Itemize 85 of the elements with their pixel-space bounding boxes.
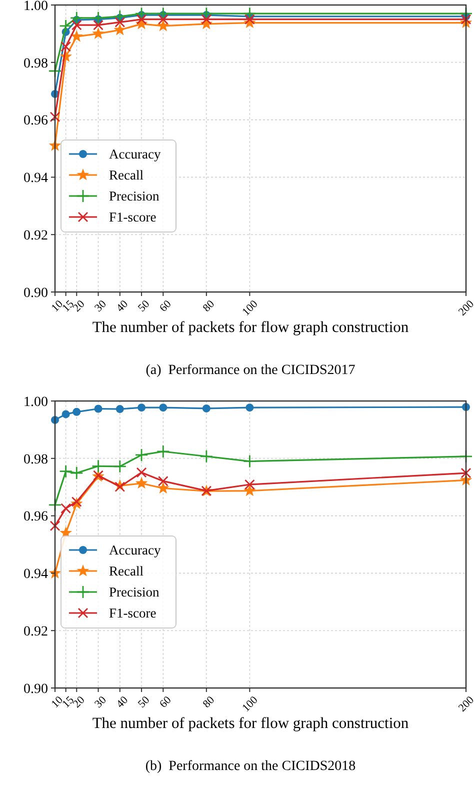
x-tick-label: 30 — [92, 694, 110, 710]
text: (a) Performance on the CICIDS2017 — [146, 363, 356, 378]
y-tick-label: 0.98 — [24, 452, 48, 468]
point — [92, 27, 104, 39]
point — [201, 14, 212, 25]
point — [116, 405, 124, 414]
y-tick-label: 0.96 — [24, 114, 48, 129]
point — [242, 454, 256, 468]
point — [156, 6, 170, 20]
point — [135, 476, 148, 489]
point — [200, 450, 214, 464]
x-tick-label: 100 — [240, 694, 261, 714]
point — [156, 444, 170, 458]
x-tick-label: 40 — [114, 298, 131, 314]
point — [62, 410, 70, 418]
x-tick-label: 40 — [114, 694, 131, 710]
point — [114, 23, 126, 36]
y-tick-label: 0.98 — [24, 56, 48, 72]
legend-label: Recall — [109, 168, 144, 183]
x-tick-label: 80 — [200, 298, 218, 314]
legend-label: F1-score — [109, 210, 156, 225]
x-tick-label: 60 — [157, 694, 174, 710]
y-tick-label: 0.96 — [24, 510, 48, 525]
point — [159, 404, 168, 412]
point — [92, 11, 105, 25]
point — [71, 20, 82, 30]
x-tick-label: 30 — [92, 298, 110, 314]
x-tick-label: 100 — [240, 298, 261, 318]
legend-label: Precision — [109, 584, 160, 600]
y-tick-label: 1.00 — [24, 394, 48, 410]
point — [94, 404, 102, 413]
point — [136, 467, 147, 478]
point — [50, 520, 60, 532]
point — [136, 14, 147, 25]
point — [460, 14, 472, 25]
legend-label: F1-score — [109, 606, 156, 621]
point — [244, 479, 255, 490]
point — [59, 19, 73, 33]
point — [70, 11, 84, 25]
point — [156, 482, 170, 494]
y-tick-label: 0.94 — [24, 171, 48, 186]
point — [93, 20, 104, 30]
y-tick-label: 0.90 — [24, 682, 48, 697]
x-tick-label: 50 — [136, 694, 152, 710]
point — [246, 404, 254, 412]
point — [72, 408, 81, 416]
point — [158, 14, 168, 25]
y-tick-label: 0.94 — [24, 567, 48, 582]
text: (b) Performance on the CICIDS2018 — [145, 759, 356, 774]
point — [244, 484, 256, 496]
point — [59, 464, 73, 478]
y-tick-label: 1.00 — [24, 0, 48, 14]
point — [244, 14, 255, 25]
point — [60, 41, 72, 52]
y-tick-label: 0.90 — [24, 286, 48, 301]
legend-label: Recall — [109, 564, 144, 579]
point — [156, 19, 170, 32]
point — [200, 6, 214, 20]
point — [134, 448, 148, 462]
x-tick-label: 80 — [200, 694, 218, 710]
y-tick-label: 0.92 — [24, 624, 48, 640]
x-tick-label: 200 — [456, 298, 474, 318]
legend-label: Accuracy — [109, 542, 161, 558]
point — [114, 17, 126, 28]
point — [70, 30, 83, 42]
x-axis-title: The number of packets for flow graph construction — [92, 319, 409, 336]
point — [113, 460, 127, 474]
point — [202, 404, 210, 412]
y-tick-label: 0.92 — [24, 228, 48, 244]
point — [134, 6, 148, 20]
point — [114, 482, 126, 492]
legend-label: Precision — [109, 188, 160, 204]
point — [138, 404, 146, 412]
legend-label: Accuracy — [109, 146, 161, 162]
point — [50, 112, 60, 122]
point — [158, 476, 168, 486]
point — [60, 503, 72, 514]
point — [113, 10, 127, 24]
x-tick-label: 50 — [136, 298, 152, 314]
point — [242, 6, 256, 20]
x-axis-title: The number of packets for flow graph construction — [92, 715, 409, 732]
point — [70, 466, 84, 480]
x-tick-label: 200 — [456, 694, 474, 714]
point — [460, 468, 472, 478]
x-tick-label: 60 — [157, 298, 174, 314]
